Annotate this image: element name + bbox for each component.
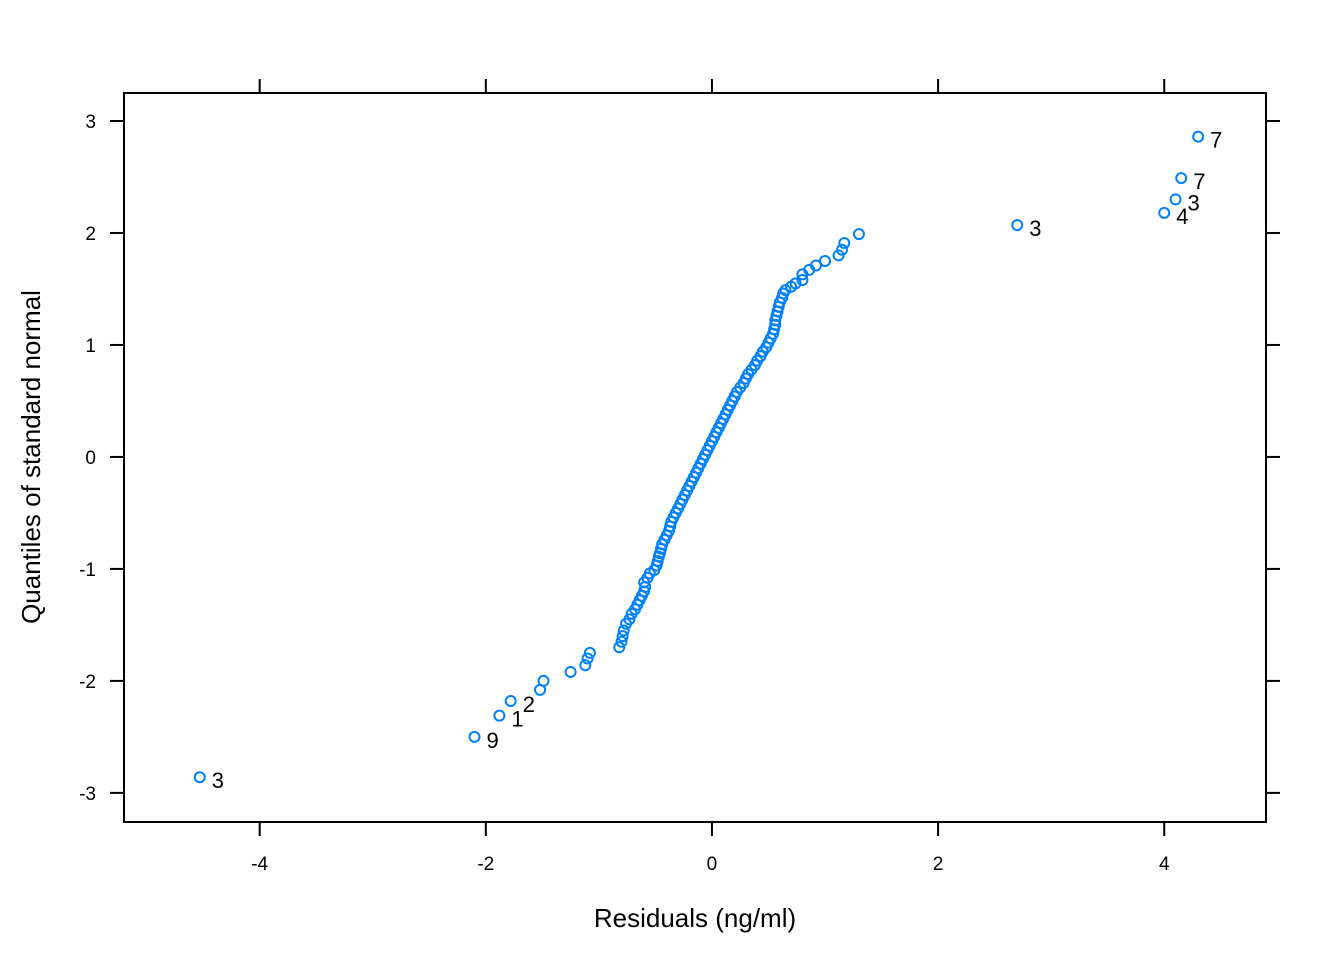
x-tick-label: -2 [477,854,494,875]
data-point [809,259,822,272]
point-label: 3 [1029,216,1041,241]
data-point [616,630,629,643]
data-point [468,730,481,743]
x-tick-label: 4 [1159,854,1170,875]
data-point [838,237,851,250]
data-point [796,274,809,287]
x-tick-label: 2 [933,854,944,875]
data-point [1011,219,1024,232]
point-label: 4 [1176,204,1188,229]
y-tick-label: -3 [79,784,96,805]
data-point [564,665,577,678]
data-point [493,709,506,722]
point-label: 2 [523,692,535,717]
y-tick-label: 3 [85,112,96,133]
data-point [835,243,848,256]
data-point [579,659,592,672]
y-tick-label: -2 [79,672,96,693]
data-point [623,613,636,626]
data-point [193,771,206,784]
data-point [1175,172,1188,185]
plot-frame [123,92,1267,823]
point-label: 9 [487,728,499,753]
data-point [583,646,596,659]
point-label: 7 [1193,169,1205,194]
y-axis-title: Quantiles of standard normal [16,290,46,624]
data-point [581,652,594,665]
y-tick-label: 2 [85,224,96,245]
y-tick-label: 1 [85,336,96,357]
point-label: 7 [1210,128,1222,153]
y-tick-label: 0 [85,448,96,469]
data-point [1169,193,1182,206]
data-point [789,277,802,290]
point-label: 1 [511,707,523,732]
x-tick-label: 0 [707,854,718,875]
data-point [615,635,628,648]
data-point [537,674,550,687]
y-tick-label: -1 [79,560,96,581]
data-point [819,254,832,267]
point-label: 3 [212,768,224,793]
data-point [852,228,865,241]
x-axis-title: Residuals (ng/ml) [594,903,796,933]
x-tick-label: -4 [251,854,268,875]
data-point [504,695,517,708]
point-label: 3 [1188,190,1200,215]
data-point [1158,206,1171,219]
data-point [1192,130,1205,143]
data-point [617,624,630,637]
data-point [613,641,626,654]
